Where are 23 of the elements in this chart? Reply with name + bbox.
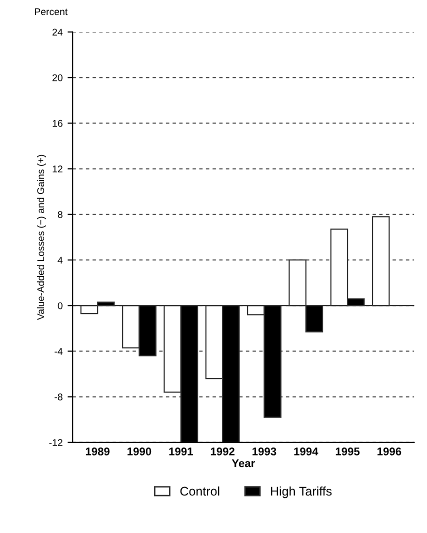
x-tick-label: 1991 [169,448,193,456]
x-tick-label: 1990 [128,448,152,456]
x-tick-label: 1993 [252,448,276,456]
y-tick-label: 20 [52,74,62,82]
x-tick-label: 1992 [210,448,234,456]
y-tick-label: 0 [58,302,62,310]
x-tick-label: 1995 [336,448,360,456]
y-tick-label: -12 [49,439,62,446]
legend-label: Control [180,486,220,496]
y-tick-label: -4 [54,348,63,355]
y-tick-label: 24 [52,28,63,36]
x-tick-label: 1994 [294,448,318,456]
y-tick-label: 16 [52,120,62,127]
y-tick-label: 8 [58,211,62,218]
x-axis-title: Year [232,459,255,468]
x-tick-label: 1989 [86,448,110,456]
legend-label: High Tariffs [271,486,332,498]
y-tick-label: 12 [52,166,62,172]
y-tick-label: -8 [54,394,62,400]
text: Percent [34,8,68,16]
y-tick-label: 4 [58,256,63,264]
y-axis-title: Value-Added Losses (−) and Gains (+) [36,154,46,320]
x-tick-label: 1996 [378,448,402,456]
